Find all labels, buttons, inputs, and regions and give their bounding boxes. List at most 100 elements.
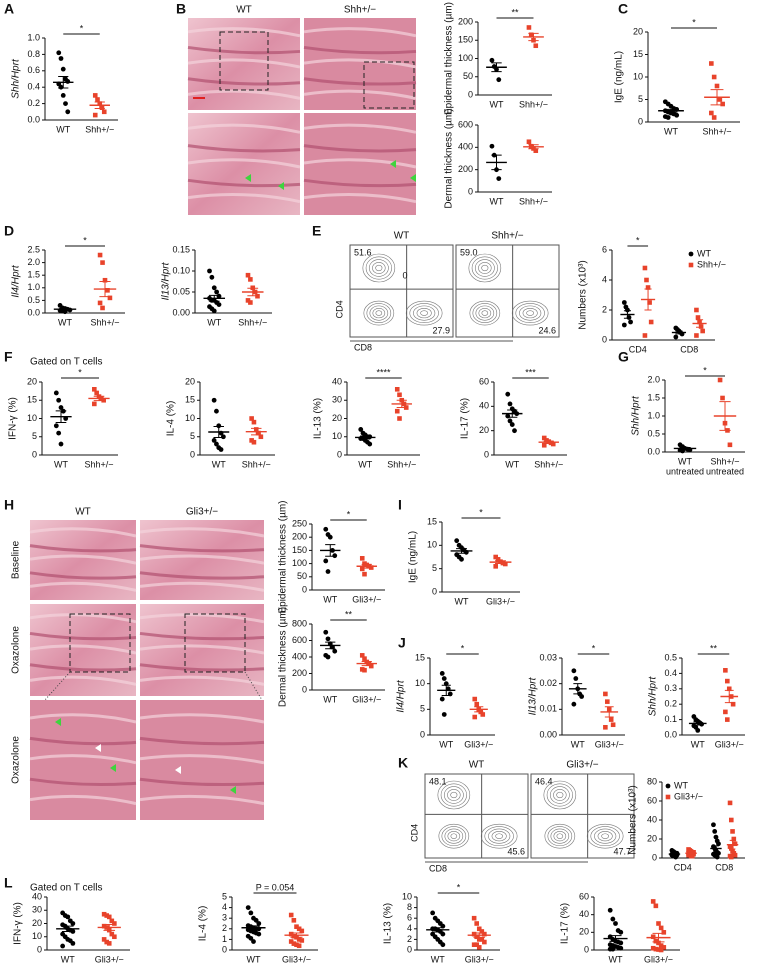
data-point xyxy=(550,441,556,447)
tissue-layer xyxy=(139,663,265,672)
axis-label: CD4 xyxy=(409,824,419,842)
data-point xyxy=(459,556,464,562)
contour xyxy=(475,305,495,321)
data-point xyxy=(573,676,579,681)
data-point xyxy=(60,943,66,949)
quadrant-value: 59.0 xyxy=(460,247,478,257)
x-tick-label: CD8 xyxy=(680,344,698,354)
data-point xyxy=(359,653,365,658)
y-tick-label: 0.03 xyxy=(539,652,557,662)
y-tick-label: 15 xyxy=(427,516,437,526)
y-tick-label: 10 xyxy=(402,891,412,901)
contour xyxy=(556,833,564,839)
contour xyxy=(597,831,613,842)
x-tick-label: Shh+/− xyxy=(519,196,548,206)
significance-label: * xyxy=(347,509,351,519)
contour xyxy=(553,789,567,801)
error-bar xyxy=(247,287,259,297)
data-point xyxy=(720,395,725,401)
error-bar xyxy=(361,563,372,569)
error-bar xyxy=(675,330,683,335)
data-point xyxy=(610,722,616,728)
data-point xyxy=(358,427,364,432)
error-bar xyxy=(495,560,506,565)
x-tick-label: Gli3+/− xyxy=(595,739,624,749)
error-bar xyxy=(99,281,111,298)
tissue-layer xyxy=(29,631,137,641)
contour xyxy=(484,826,514,847)
contour xyxy=(546,783,573,807)
tissue-layer xyxy=(139,675,265,686)
tissue-layer xyxy=(187,192,301,204)
data-point xyxy=(476,937,482,942)
data-point xyxy=(92,401,97,407)
data-point xyxy=(714,854,720,860)
y-tick-label: 5 xyxy=(420,704,425,714)
data-point xyxy=(70,921,76,926)
data-point xyxy=(479,937,485,942)
y-tick-label: 400 xyxy=(458,142,473,152)
tissue-layer xyxy=(29,794,137,806)
data-point xyxy=(441,712,447,717)
y-tick-label: 5 xyxy=(32,431,37,441)
data-point xyxy=(291,933,297,939)
significance-label: * xyxy=(461,643,465,653)
contour xyxy=(420,310,429,316)
significance-label: * xyxy=(80,23,84,33)
error-bar xyxy=(713,845,719,852)
y-tick-label: 10 xyxy=(185,413,195,423)
data-point xyxy=(489,143,495,149)
y-axis-label: Il13/Hprt xyxy=(161,261,172,300)
data-point xyxy=(723,709,728,715)
x-tick-label: WT xyxy=(439,739,453,749)
y-tick-label: 5 xyxy=(222,891,227,901)
tissue-layer xyxy=(303,192,417,204)
significance-label: *** xyxy=(525,367,536,377)
contour xyxy=(480,823,518,849)
data-point xyxy=(496,176,502,182)
data-point xyxy=(603,725,608,730)
tissue-layer xyxy=(139,613,265,624)
data-point xyxy=(658,943,664,948)
quadrant-value: 46.4 xyxy=(535,776,553,786)
significance-label: * xyxy=(457,882,461,892)
y-tick-label: 6 xyxy=(602,244,607,254)
tissue-layer xyxy=(187,58,301,69)
data-point xyxy=(493,564,498,569)
contour xyxy=(437,780,471,810)
data-point xyxy=(605,699,610,704)
contour xyxy=(375,310,383,316)
significance-label: * xyxy=(78,367,82,377)
contour xyxy=(547,826,573,847)
connector xyxy=(44,671,71,701)
error-bar xyxy=(247,925,260,931)
tissue-layer xyxy=(303,158,417,169)
significance-label: ** xyxy=(345,609,353,619)
x-tick-label: Shh+/− xyxy=(387,459,416,469)
legend-label: Shh+/− xyxy=(697,259,726,269)
contour xyxy=(444,828,464,844)
data-point xyxy=(112,921,117,926)
y-tick-label: 0.0 xyxy=(27,114,40,124)
x-tick-label: Shh+/− xyxy=(534,459,563,469)
panel-label: H xyxy=(4,497,14,513)
tissue-layer xyxy=(29,644,137,655)
data-point xyxy=(294,924,299,929)
error-bar xyxy=(474,706,484,713)
y-tick-label: 0 xyxy=(468,186,473,196)
data-point xyxy=(471,942,477,947)
error-bar xyxy=(604,706,614,718)
data-point xyxy=(533,148,539,153)
arrow xyxy=(278,182,284,190)
data-point xyxy=(211,397,217,403)
data-point xyxy=(648,319,654,325)
x-tick-label: WT xyxy=(207,317,221,327)
data-point xyxy=(362,656,367,661)
data-point xyxy=(695,315,701,320)
x-tick-label: WT xyxy=(61,954,75,964)
column-label: Shh+/− xyxy=(344,5,376,16)
data-point xyxy=(367,441,373,447)
tissue-layer xyxy=(303,178,417,188)
tissue-layer xyxy=(139,794,265,806)
data-point xyxy=(102,277,108,283)
